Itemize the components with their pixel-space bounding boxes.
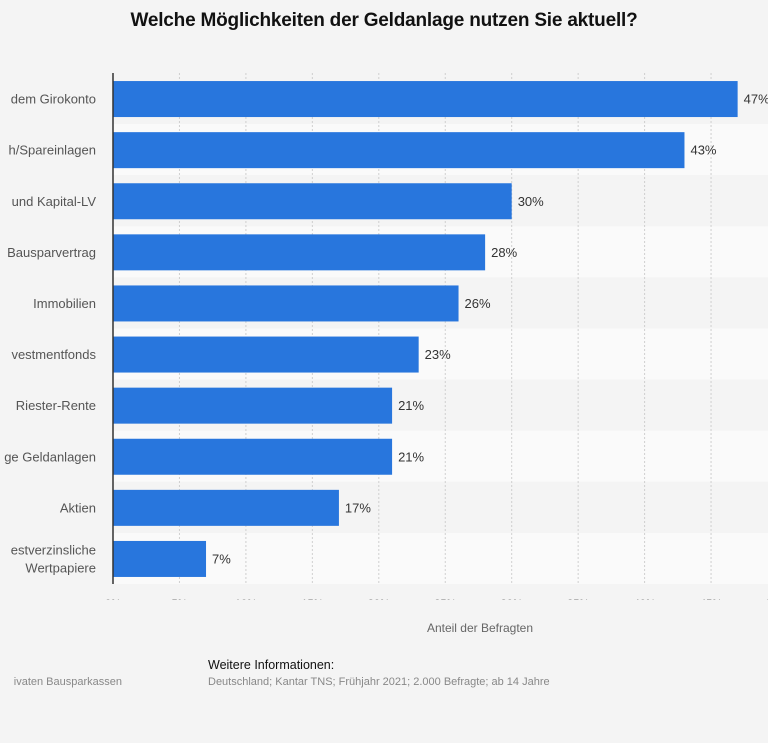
bar xyxy=(113,387,393,424)
category-label: und Kapital-LV xyxy=(12,194,97,209)
data-label: 47% xyxy=(744,92,768,107)
bar xyxy=(113,81,738,118)
data-label: 21% xyxy=(398,398,424,413)
info-heading: Weitere Informationen: xyxy=(208,658,335,672)
data-label: 43% xyxy=(690,143,716,158)
category-label: Bausparvertrag xyxy=(7,245,96,260)
x-tick-label: 5% xyxy=(171,598,187,600)
x-tick-label: 30% xyxy=(501,598,523,600)
x-axis-title: Anteil der Befragten xyxy=(426,621,534,635)
data-label: 28% xyxy=(491,245,517,260)
category-label: ge Geldanlagen xyxy=(4,449,96,464)
category-label: dem Girokonto xyxy=(11,92,96,107)
x-tick-label: 45% xyxy=(700,598,722,600)
data-label: 7% xyxy=(212,551,231,566)
data-label: 23% xyxy=(425,347,451,362)
category-label: Aktien xyxy=(60,500,96,515)
bar xyxy=(113,540,207,577)
category-label: Riester-Rente xyxy=(16,398,96,413)
bar-chart: 0% 5% 10% 15% 20% 25% 30% 35% 40% 45% 50% 47% dem Gi… xyxy=(4,73,768,600)
bar xyxy=(113,336,419,373)
data-label: 21% xyxy=(398,449,424,464)
data-label: 17% xyxy=(345,500,371,515)
bar xyxy=(113,234,486,271)
bar xyxy=(113,183,512,220)
x-tick-label: 35% xyxy=(567,598,589,600)
chart-title: Welche Möglichkeiten der Geldanlage nutz… xyxy=(130,10,638,31)
data-label: 26% xyxy=(465,296,491,311)
category-label: h/Spareinlagen xyxy=(9,143,96,158)
x-tick-label: 40% xyxy=(634,598,656,600)
category-label: Immobilien xyxy=(33,296,96,311)
bar xyxy=(113,285,459,322)
x-tick-label: 10% xyxy=(235,598,257,600)
row-band xyxy=(113,532,768,584)
bar xyxy=(113,489,339,526)
x-tick-label: 15% xyxy=(301,598,323,600)
data-label: 30% xyxy=(518,194,544,209)
bar xyxy=(113,438,393,475)
x-tick-label: 25% xyxy=(434,598,456,600)
category-label: vestmentfonds xyxy=(11,347,96,362)
bar xyxy=(113,132,685,169)
x-tick-label: 20% xyxy=(368,598,390,600)
info-text: Deutschland; Kantar TNS; Frühjahr 2021; … xyxy=(208,676,550,688)
source-text: ivaten Bausparkassen xyxy=(13,676,122,688)
x-tick-label: 50% xyxy=(766,598,768,600)
category-label: estverzinsliche Wertpapiere xyxy=(11,542,96,575)
x-tick-label: 0% xyxy=(105,598,121,600)
